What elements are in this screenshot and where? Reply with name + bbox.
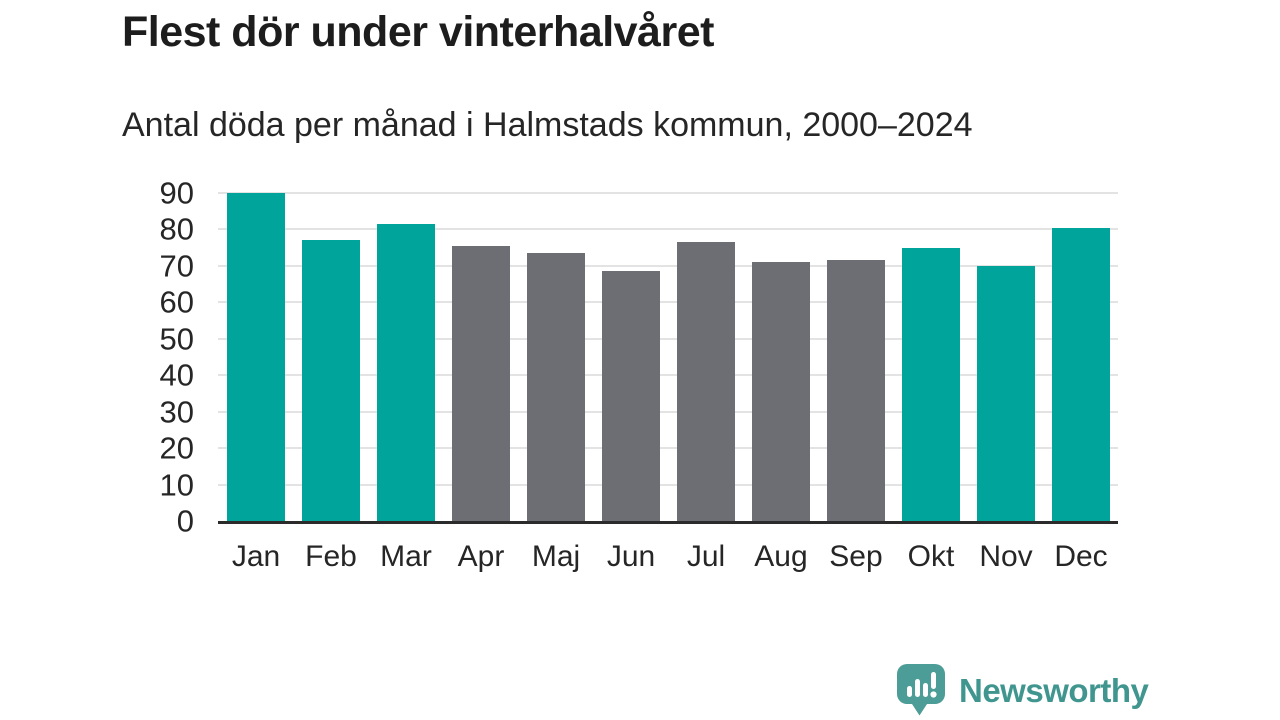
gridline-70 (218, 264, 1118, 267)
logo-mini-bar-3 (923, 683, 928, 697)
x-label-dec: Dec (1054, 540, 1108, 573)
x-label-okt: Okt (907, 540, 955, 573)
y-tick-label-20: 20 (159, 430, 194, 466)
logo-exclamation-dot (930, 691, 937, 698)
gridline-60 (218, 301, 1118, 304)
bar-jun (602, 271, 660, 521)
x-label-nov: Nov (979, 540, 1033, 573)
newsworthy-logo-text: Newsworthy (959, 671, 1149, 709)
logo-mini-bar-1 (907, 686, 912, 697)
x-label-maj: Maj (531, 540, 581, 573)
x-axis-labels: Jan Feb Mar Apr Maj Jun Jul Aug Sep Okt Nov Dec (218, 540, 1118, 574)
y-tick-label-80: 80 (159, 211, 194, 247)
bar-jul (677, 242, 735, 521)
y-tick-label-40: 40 (159, 357, 194, 393)
y-tick-label-70: 70 (159, 248, 194, 284)
gridline-10 (218, 483, 1118, 486)
gridline-30 (218, 410, 1118, 413)
x-label-aug: Aug (754, 540, 808, 573)
x-label-jan: Jan (231, 540, 281, 573)
y-tick-label-50: 50 (159, 321, 194, 357)
bar-okt (902, 247, 960, 521)
bars-group (218, 193, 1118, 521)
gridline-40 (218, 374, 1118, 377)
y-tick-label-0: 0 (176, 503, 194, 539)
gridline-80 (218, 228, 1118, 231)
newsworthy-logo-icon (897, 664, 945, 716)
bar-dec (1052, 227, 1110, 521)
x-label-feb: Feb (305, 540, 357, 573)
logo-exclamation-stem (931, 672, 936, 689)
x-label-sep: Sep (829, 540, 883, 573)
plot-area: 0 10 20 30 40 50 60 70 80 90 (160, 178, 1118, 537)
y-tick-label-10: 10 (159, 467, 194, 503)
chart-subtitle: Antal döda per månad i Halmstads kommun,… (122, 106, 973, 144)
bar-mar (377, 223, 435, 521)
bar-feb (302, 240, 360, 521)
bar-jan (227, 193, 285, 521)
y-tick-label-30: 30 (159, 394, 194, 430)
y-tick-label-60: 60 (159, 284, 194, 320)
y-tick-label-90: 90 (159, 175, 194, 211)
bar-aug (752, 262, 810, 521)
gridline-90 (218, 192, 1118, 194)
chart-title: Flest dör under vinterhalvåret (122, 8, 714, 56)
bar-apr (452, 245, 510, 521)
newsworthy-logo: Newsworthy (896, 663, 1149, 718)
gridlines (218, 192, 1118, 521)
logo-mini-bar-2 (915, 679, 920, 697)
x-label-mar: Mar (380, 540, 432, 573)
gridline-20 (218, 447, 1118, 450)
x-label-apr: Apr (457, 540, 505, 573)
bar-nov (977, 265, 1035, 521)
x-label-jul: Jul (686, 540, 726, 573)
bar-maj (527, 253, 585, 521)
gridline-50 (218, 337, 1118, 340)
x-label-jun: Jun (606, 540, 656, 573)
bar-sep (827, 260, 885, 521)
